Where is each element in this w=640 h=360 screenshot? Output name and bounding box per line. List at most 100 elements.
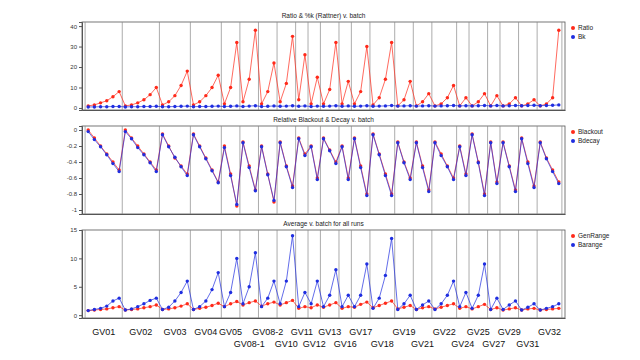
data-point bbox=[266, 173, 269, 176]
legend-label: Ratio bbox=[578, 24, 594, 31]
group-separator bbox=[469, 22, 470, 110]
data-point bbox=[285, 165, 288, 168]
data-point bbox=[254, 299, 257, 302]
data-point bbox=[334, 104, 337, 107]
data-point bbox=[272, 61, 275, 64]
data-point bbox=[396, 140, 399, 143]
group-separator bbox=[561, 22, 562, 110]
legend-item: Blackout bbox=[571, 128, 603, 135]
data-point bbox=[254, 104, 257, 107]
group-separator bbox=[320, 230, 321, 318]
data-point bbox=[155, 105, 158, 108]
data-point bbox=[167, 100, 170, 103]
data-point bbox=[483, 92, 486, 95]
data-point bbox=[192, 308, 195, 311]
data-point bbox=[520, 136, 523, 139]
data-point bbox=[272, 279, 275, 282]
data-point bbox=[347, 104, 350, 107]
data-point bbox=[353, 305, 356, 308]
data-point bbox=[266, 302, 269, 305]
data-point bbox=[415, 308, 418, 311]
group-separator bbox=[487, 230, 488, 318]
data-point bbox=[210, 288, 213, 291]
data-point bbox=[396, 104, 399, 107]
data-point bbox=[415, 308, 418, 311]
data-point bbox=[464, 291, 467, 294]
group-label: GV13 bbox=[318, 327, 341, 337]
y-axis: -1-0.8-0.6-0.4-0.20 bbox=[67, 127, 83, 215]
data-point bbox=[86, 130, 89, 133]
y-tick-label: 10 bbox=[70, 256, 77, 262]
data-point bbox=[148, 299, 151, 302]
data-point bbox=[384, 274, 387, 277]
y-tick-label: 0 bbox=[74, 105, 78, 111]
data-point bbox=[359, 294, 362, 297]
data-point bbox=[359, 303, 362, 306]
data-point bbox=[124, 130, 127, 133]
data-point bbox=[421, 104, 424, 107]
data-point bbox=[371, 105, 374, 108]
data-point bbox=[470, 307, 473, 310]
group-separator bbox=[85, 126, 86, 214]
legend-swatch bbox=[571, 26, 575, 30]
data-point bbox=[204, 306, 207, 309]
data-point bbox=[179, 165, 182, 168]
plot-frame bbox=[82, 22, 565, 110]
data-point bbox=[192, 133, 195, 136]
y-tick-label: 40 bbox=[70, 24, 77, 30]
data-point bbox=[117, 170, 120, 173]
data-point bbox=[291, 299, 294, 302]
y-tick-label: -1 bbox=[72, 207, 78, 213]
y-tick-mark bbox=[79, 258, 82, 259]
data-point bbox=[421, 100, 424, 103]
data-point bbox=[347, 178, 350, 181]
data-point bbox=[111, 306, 114, 309]
group-separator bbox=[308, 126, 309, 214]
y-tick-mark bbox=[79, 47, 82, 48]
data-point bbox=[402, 302, 405, 305]
y-tick: 0 bbox=[74, 105, 82, 111]
data-point bbox=[186, 279, 189, 282]
data-point bbox=[328, 294, 331, 297]
data-point bbox=[415, 140, 418, 143]
legend: GenRangeBarange bbox=[571, 232, 610, 249]
data-point bbox=[501, 308, 504, 311]
data-point bbox=[285, 104, 288, 107]
data-point bbox=[223, 146, 226, 149]
data-point bbox=[309, 145, 312, 148]
y-axis-line bbox=[79, 231, 83, 319]
data-point bbox=[316, 104, 319, 107]
data-point bbox=[408, 80, 411, 83]
data-point bbox=[179, 84, 182, 87]
data-point bbox=[514, 299, 517, 302]
data-point bbox=[365, 104, 368, 107]
group-label: GV18 bbox=[371, 339, 394, 349]
data-point bbox=[111, 299, 114, 302]
data-point bbox=[328, 104, 331, 107]
group-separator bbox=[159, 126, 160, 214]
plot-area bbox=[85, 126, 562, 214]
group-separator bbox=[456, 126, 457, 214]
y-tick: 30 bbox=[70, 44, 82, 50]
y-tick-mark bbox=[79, 210, 82, 211]
plot-area bbox=[85, 22, 562, 110]
y-tick-mark bbox=[79, 130, 82, 131]
y-tick: 0 bbox=[74, 127, 82, 133]
data-point bbox=[99, 101, 102, 104]
data-point bbox=[192, 105, 195, 108]
data-point bbox=[142, 153, 145, 156]
data-point bbox=[427, 92, 430, 95]
data-point bbox=[285, 301, 288, 304]
data-point bbox=[278, 140, 281, 143]
data-point bbox=[483, 104, 486, 107]
data-point bbox=[241, 302, 244, 305]
group-label: GV17 bbox=[349, 327, 372, 337]
panel: Average v. batch for all runs051015GenRa… bbox=[70, 220, 610, 319]
data-point bbox=[415, 104, 418, 107]
data-point bbox=[501, 308, 504, 311]
data-point bbox=[539, 104, 542, 107]
data-point bbox=[117, 90, 120, 93]
data-point bbox=[495, 306, 498, 309]
group-separator bbox=[537, 230, 538, 318]
data-point bbox=[433, 104, 436, 107]
